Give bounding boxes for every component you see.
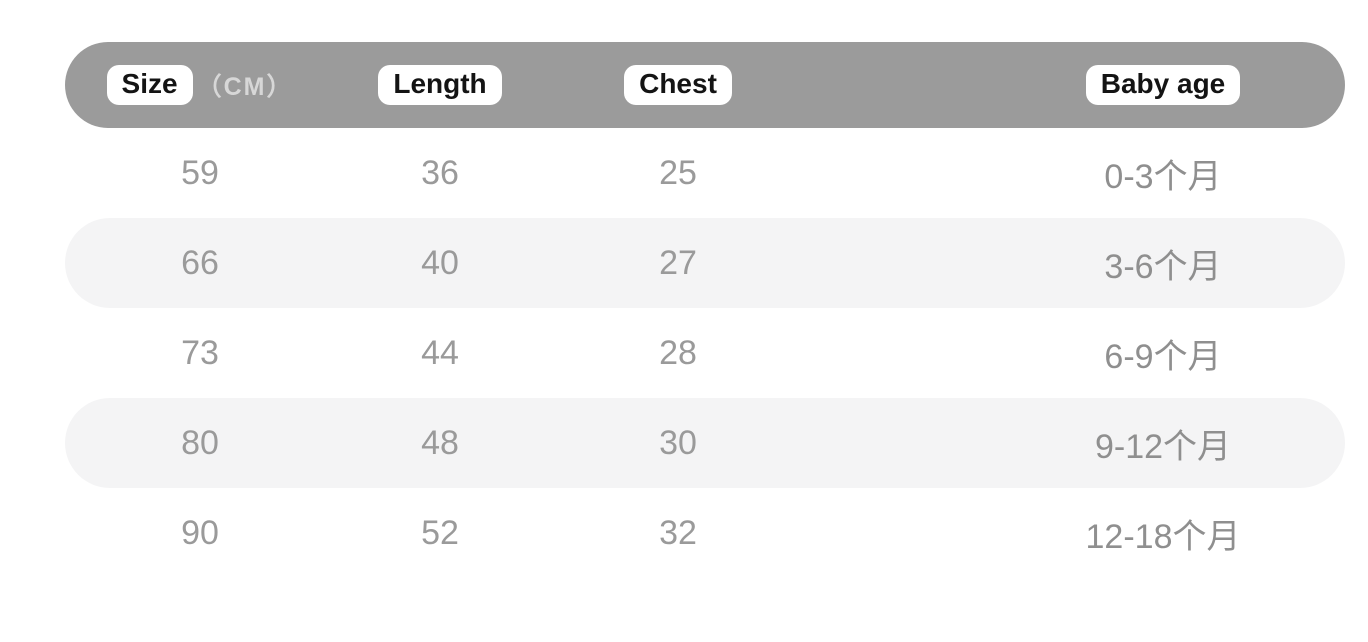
table-row: 59 36 25 0-3个月 [65,128,1345,218]
header-cell-length: Length [335,65,545,105]
baby-age-value: 0-3个月 [1104,157,1222,196]
header-chip-length: Length [378,65,502,105]
header-chip-baby-age: Baby age [1085,65,1241,105]
table-row: 66 40 27 3-6个月 [65,218,1345,308]
size-chart-table: Size （CM） Length Chest Baby age 59 36 25 … [65,42,1345,578]
header-chip-size: Size [106,65,193,105]
length-value: 44 [421,333,459,372]
chest-value: 27 [659,243,697,282]
length-value: 48 [421,423,459,462]
size-value: 66 [181,243,219,282]
chest-value: 32 [659,513,697,552]
header-cell-size: Size （CM） [65,65,335,105]
size-value: 73 [181,333,219,372]
table-row: 80 48 30 9-12个月 [65,398,1345,488]
size-value: 59 [181,153,219,192]
header-size-unit: （CM） [196,73,294,101]
baby-age-value: 9-12个月 [1094,427,1232,466]
size-value: 80 [181,423,219,462]
length-value: 52 [421,513,459,552]
header-cell-chest: Chest [545,65,811,105]
size-chart-header-row: Size （CM） Length Chest Baby age [65,42,1345,128]
chest-value: 28 [659,333,697,372]
chest-value: 25 [659,153,697,192]
baby-age-value: 12-18个月 [1085,517,1241,556]
table-row: 90 52 32 12-18个月 [65,488,1345,578]
length-value: 40 [421,243,459,282]
baby-age-value: 6-9个月 [1104,337,1222,376]
baby-age-value: 3-6个月 [1104,247,1222,286]
chest-value: 30 [659,423,697,462]
size-value: 90 [181,513,219,552]
table-row: 73 44 28 6-9个月 [65,308,1345,398]
header-cell-baby-age: Baby age [811,65,1345,105]
length-value: 36 [421,153,459,192]
header-chip-chest: Chest [624,65,732,105]
